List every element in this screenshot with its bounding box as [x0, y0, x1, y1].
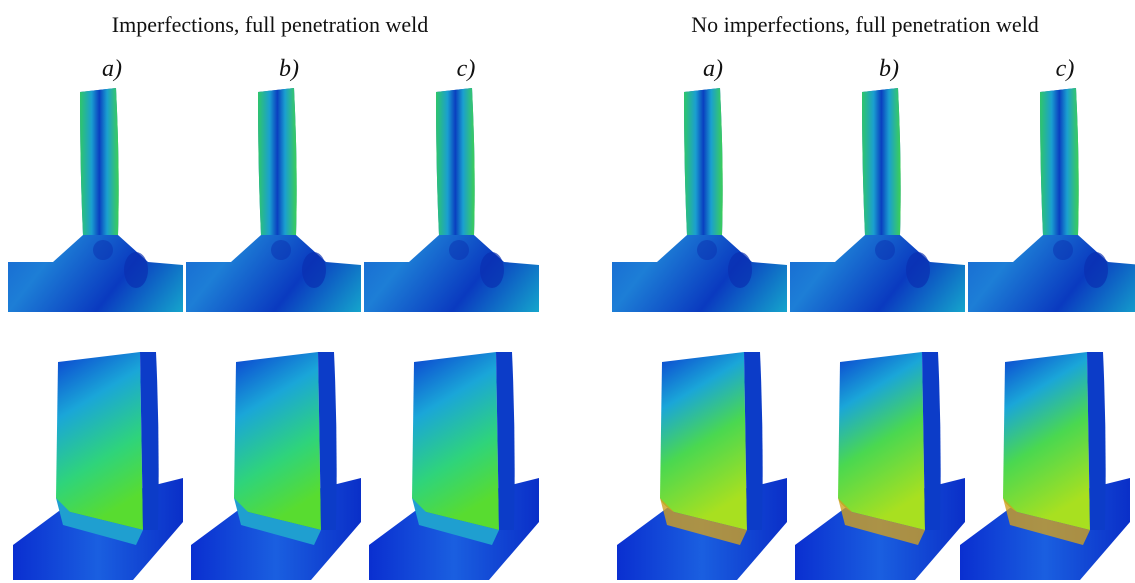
- panel-label: b): [279, 56, 299, 82]
- contour-section: [8, 88, 183, 312]
- contour-3d: [617, 352, 787, 580]
- group-title: No imperfections, full penetration weld: [691, 12, 1039, 37]
- contour-section: [790, 88, 965, 312]
- group-title: Imperfections, full penetration weld: [112, 12, 428, 37]
- panel-label: a): [102, 56, 122, 82]
- panel-label: a): [703, 56, 723, 82]
- contour-section: [968, 88, 1135, 312]
- contour-section: [186, 88, 361, 312]
- panel-label: c): [457, 56, 476, 82]
- contour-3d: [191, 352, 361, 580]
- contour-3d: [369, 352, 539, 580]
- contour-section: [364, 88, 539, 312]
- contour-section: [612, 88, 787, 312]
- contour-3d: [960, 352, 1130, 580]
- panel-label: c): [1056, 56, 1075, 82]
- contour-3d: [13, 352, 183, 580]
- panel-label: b): [879, 56, 899, 82]
- contour-3d: [795, 352, 965, 580]
- figure: Imperfections, full penetration weld a) …: [0, 0, 1135, 583]
